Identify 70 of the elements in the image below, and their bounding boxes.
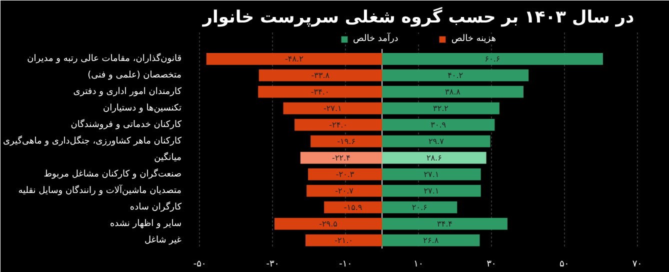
- data-label: -۱۹.۶: [337, 136, 356, 146]
- legend-label: هزینه خالص: [451, 34, 496, 44]
- bar: [382, 86, 524, 98]
- x-tick-label: -۵۰: [193, 260, 206, 270]
- data-label: -۲۰.۳: [336, 170, 355, 179]
- data-label: ۳۸.۸: [445, 87, 462, 96]
- bar: [324, 201, 382, 214]
- data-label: -۳۴.۰: [310, 87, 330, 96]
- data-label: -۲۱.۰: [334, 236, 353, 245]
- data-label: ۳۲.۲: [433, 104, 448, 113]
- bar: [258, 69, 382, 82]
- bar: [283, 102, 382, 114]
- y-tick-label: کارمندان امور اداری و دفتری: [73, 86, 182, 97]
- y-tick-label: قانون‌گذاران، مقامات عالی رتبه و مدیران: [27, 52, 182, 64]
- data-label: ۲۹.۷: [428, 136, 445, 146]
- y-tick-label: میانگین: [154, 150, 182, 163]
- bar: [206, 52, 382, 65]
- bar: [382, 52, 603, 65]
- data-label: -۲۲.۴: [332, 153, 350, 162]
- y-tick-label: غیر شاغل: [144, 235, 182, 246]
- bar: [306, 234, 382, 246]
- bar: [300, 152, 382, 164]
- data-label: ۶۰.۶: [484, 54, 500, 64]
- x-tick-label: ۵۰: [559, 260, 570, 270]
- data-label: ۳۴.۴: [437, 219, 452, 228]
- bar: [382, 184, 481, 197]
- chart-title: در سال ۱۴۰۳ بر حسب گروه شغلی سرپرست خانوار: [202, 6, 635, 28]
- x-tick-label: ۷۰: [632, 260, 642, 270]
- x-tick-label: ۱۰: [414, 260, 424, 270]
- bar: [310, 135, 382, 148]
- bar: [308, 168, 382, 180]
- data-label: ۴۰.۲: [448, 70, 464, 80]
- data-label: ۲۷.۱: [424, 186, 440, 196]
- bar: [382, 168, 481, 180]
- data-label: -۲۷.۱: [323, 104, 342, 113]
- data-label: -۱۵.۹: [344, 202, 362, 212]
- bar: [382, 152, 486, 164]
- y-tick-label: سایر و اظهار نشده: [110, 218, 182, 229]
- bar: [382, 118, 495, 131]
- data-label: -۲۴.۰: [329, 120, 348, 130]
- y-tick-label: صنعت‌گران و کارکنان مشاغل مربوط: [44, 167, 182, 180]
- data-label: ۲۷.۱: [424, 170, 440, 179]
- bar: [306, 184, 382, 197]
- bar: [382, 201, 458, 214]
- data-label: -۲۹.۵: [319, 219, 338, 228]
- data-label: ۲۸.۶: [426, 153, 442, 162]
- x-tick-label: ۳۰: [486, 260, 496, 270]
- data-label: -۳۳.۸: [311, 70, 330, 80]
- data-label: -۴۸.۲: [285, 54, 304, 64]
- y-tick-label: متخصصان (علمی و فنی): [88, 70, 182, 80]
- data-label: ۲۰.۶: [412, 202, 428, 212]
- bar: [382, 69, 529, 82]
- bar: [382, 234, 480, 246]
- data-label: ۳۰.۹: [430, 120, 446, 130]
- bar: [382, 218, 508, 230]
- y-tick-label: کارکنان خدماتی و فروشندگان: [70, 118, 182, 130]
- bar: [382, 135, 490, 148]
- legend-label: درآمد خالص: [352, 34, 398, 44]
- y-tick-label: کارکنان ماهر کشاورزی، جنگل‌داری و ماهی‌گیری: [3, 134, 182, 146]
- bar: [258, 86, 382, 98]
- x-tick-label: -۱۰: [339, 260, 352, 270]
- x-tick-label: -۳۰: [266, 260, 280, 270]
- y-tick-label: کارگران ساده: [130, 200, 182, 212]
- y-tick-label: تکنسین‌ها و دستیاران: [102, 103, 182, 114]
- bar: [294, 118, 382, 131]
- bar: [382, 102, 500, 114]
- data-label: ۲۶.۸: [423, 236, 440, 245]
- y-tick-label: متصدیان ماشین‌آلات و رانندگان وسایل نقلیه: [18, 184, 182, 196]
- data-label: -۲۰.۷: [335, 186, 354, 196]
- bar: [274, 218, 382, 230]
